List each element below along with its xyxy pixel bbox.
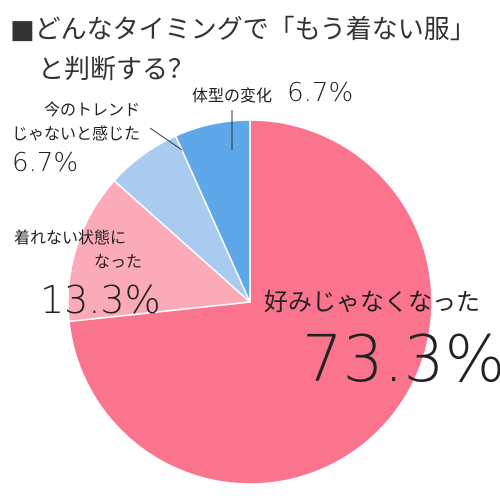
slice-label-body-change: 体型の変化 6.7% [192, 78, 353, 108]
slice-value-body-change: 6.7% [287, 78, 354, 108]
slice-value-trend: 6.7% [12, 148, 79, 178]
slice-value-dislike: 73.3% [302, 323, 500, 397]
pie-slice-unwearable [67, 179, 252, 323]
slice-name-unwearable-line2: なった [94, 252, 143, 271]
chart-title: ■どんなタイミングで「もう着ない服」 と判断する？ [10, 10, 490, 90]
slice-name-trend-line2: じゃないと感じた [12, 124, 141, 143]
slice-label-trend: 今のトレンド じゃないと感じた 6.7% [12, 98, 140, 178]
title-line-2: と判断する？ [38, 55, 195, 85]
slice-name-dislike: 好みじゃなくなった [264, 288, 480, 316]
slice-name-trend-line1: 今のトレンド [44, 100, 141, 119]
slice-label-dislike: 好みじゃなくなった 73.3% [264, 282, 500, 397]
title-line-1: ■どんなタイミングで「もう着ない服」 [10, 15, 476, 45]
slice-name-body-change: 体型の変化 [192, 86, 273, 105]
slice-name-unwearable-line1: 着れない状態に [14, 228, 127, 247]
slice-label-unwearable: 着れない状態に なった 13.3% [14, 226, 161, 322]
slice-value-unwearable: 13.3% [40, 278, 161, 322]
